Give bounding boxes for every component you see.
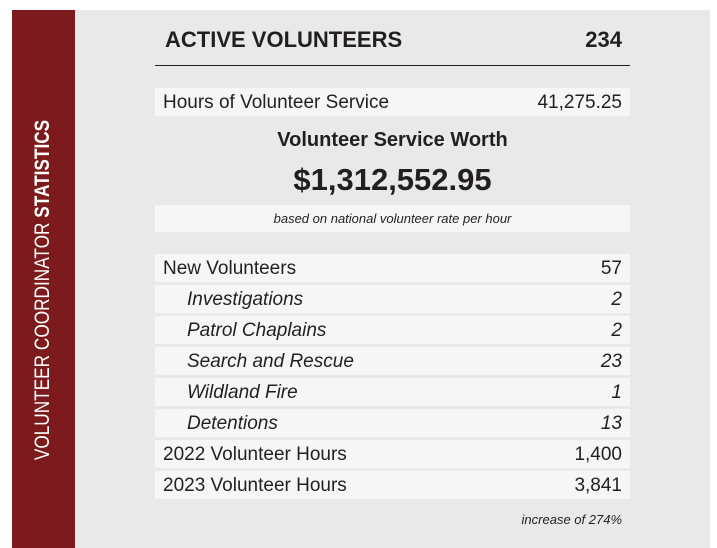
stat-row: 2022 Volunteer Hours 1,400 [155,440,630,468]
worth-value: $1,312,552.95 [293,162,492,197]
row-label: Detentions [187,413,278,434]
header-value: 234 [585,27,622,52]
row-value: 57 [600,258,622,279]
stat-row: New Volunteers 57 [155,254,630,282]
row-value: 3,841 [574,475,622,496]
row-value: 1 [611,382,622,403]
row-value: 2 [611,320,622,341]
stat-row: 2023 Volunteer Hours 3,841 [155,471,630,499]
row-value: 2 [611,289,622,310]
row-label: New Volunteers [163,258,297,279]
header-rule [155,65,630,66]
worth-label: Volunteer Service Worth [277,129,508,151]
worth-note: based on national volunteer rate per hou… [155,205,630,232]
row-label: Investigations [187,289,304,310]
breakdown-row: Patrol Chaplains 2 [155,316,630,344]
row-label: Wildland Fire [187,382,298,403]
sidebar-title-regular: VOLUNTEER COORDINATOR [31,222,54,461]
row-label: 2023 Volunteer Hours [163,475,347,496]
increase-note: increase of 274% [521,512,622,527]
breakdown-row: Wildland Fire 1 [155,378,630,406]
breakdown-row: Detentions 13 [155,409,630,437]
breakdown-row: Investigations 2 [155,285,630,313]
sidebar-title-bold: STATISTICS [31,119,54,218]
row-label: Patrol Chaplains [187,320,327,341]
row-label: Hours of Volunteer Service [163,92,390,113]
sidebar-title: VOLUNTEER COORDINATOR STATISTICS [31,120,55,460]
header-label: ACTIVE VOLUNTEERS [165,27,403,52]
row-value: 1,400 [574,444,622,465]
row-value: 23 [600,351,622,372]
sidebar [12,10,75,548]
breakdown-row: Search and Rescue 23 [155,347,630,375]
service-hours-row: Hours of Volunteer Service 41,275.25 [155,88,630,116]
row-label: Search and Rescue [187,351,354,372]
row-value: 13 [600,413,622,434]
row-value: 41,275.25 [537,92,622,113]
row-label: 2022 Volunteer Hours [163,444,347,465]
